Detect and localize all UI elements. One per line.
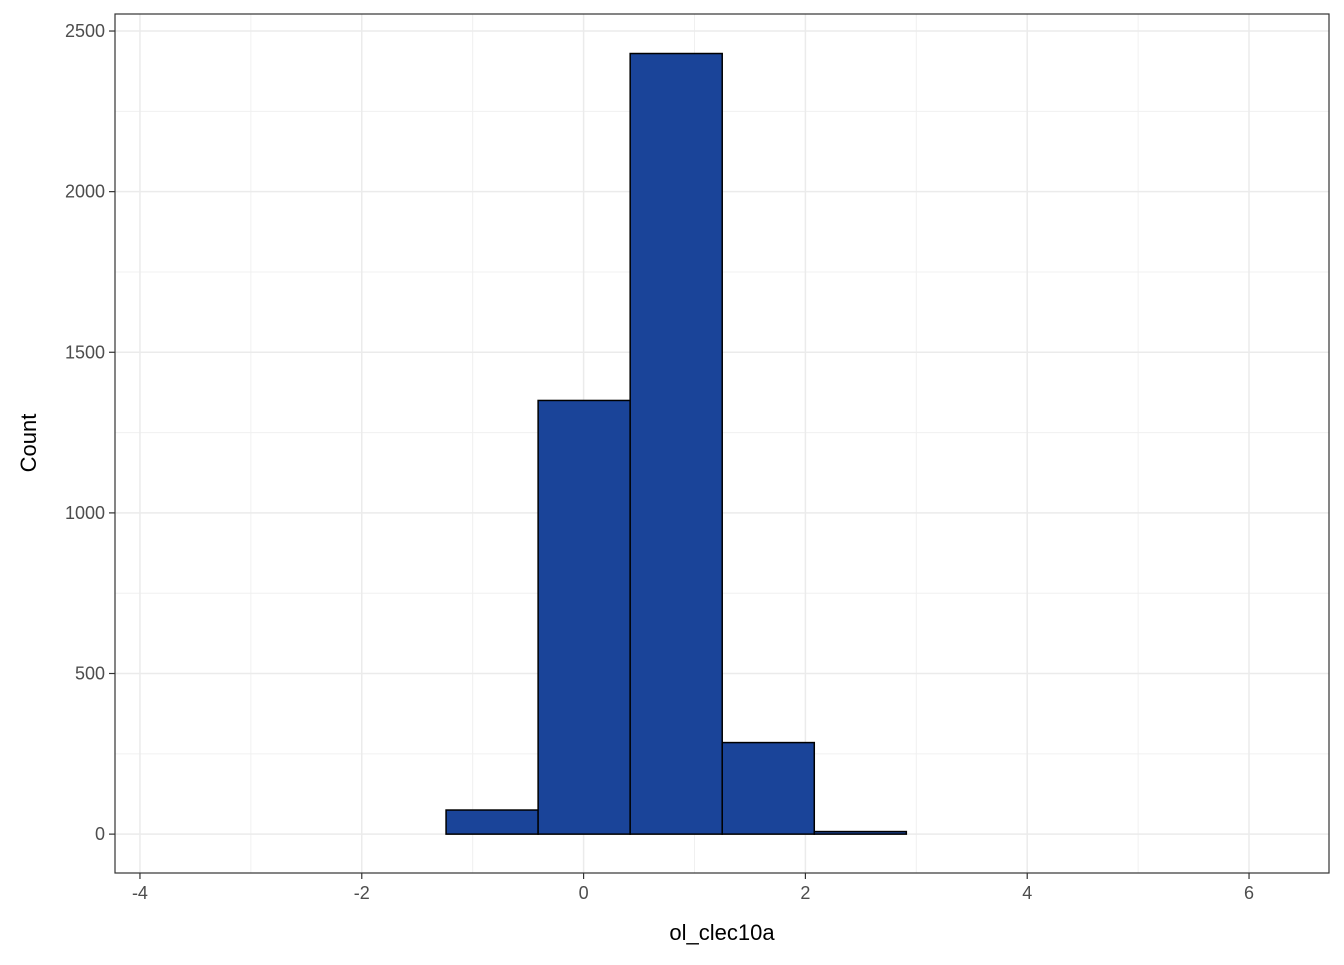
x-tick-label: -2 bbox=[354, 883, 370, 903]
x-tick-label: 2 bbox=[800, 883, 810, 903]
x-axis-title: ol_clec10a bbox=[669, 920, 775, 945]
x-tick-label: 6 bbox=[1244, 883, 1254, 903]
x-tick-label: 0 bbox=[579, 883, 589, 903]
panel-border bbox=[114, 13, 1330, 874]
bar bbox=[813, 830, 908, 835]
bar bbox=[445, 809, 539, 835]
y-tick-label: 1000 bbox=[65, 503, 105, 523]
y-tick-label: 2500 bbox=[65, 21, 105, 41]
x-tick-label: -4 bbox=[132, 883, 148, 903]
y-axis-title: Count bbox=[16, 414, 41, 473]
y-tick-label: 2000 bbox=[65, 182, 105, 202]
y-tick-label: 1500 bbox=[65, 342, 105, 362]
bar bbox=[721, 741, 816, 835]
y-tick-label: 500 bbox=[75, 664, 105, 684]
bar bbox=[629, 52, 723, 835]
bar bbox=[537, 399, 631, 835]
x-tick-label: 4 bbox=[1022, 883, 1032, 903]
y-tick-label: 0 bbox=[95, 824, 105, 844]
